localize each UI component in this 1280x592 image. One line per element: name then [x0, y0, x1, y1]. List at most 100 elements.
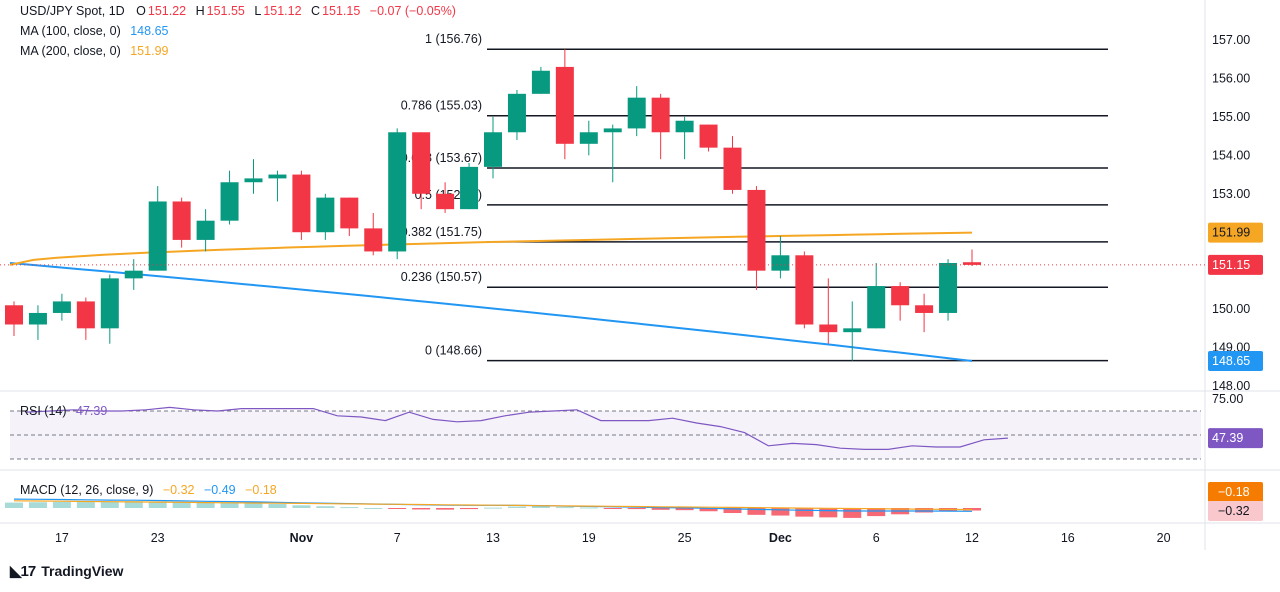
macd-histogram-bar [795, 508, 814, 517]
macd-histogram-bar [292, 505, 311, 508]
macd-histogram-bar [819, 508, 838, 518]
candle-body [579, 132, 598, 144]
candle-body [460, 166, 479, 210]
macd-histogram-bar [484, 507, 502, 509]
macd-histogram-bar [124, 501, 143, 508]
time-tick-label: 13 [486, 531, 500, 545]
candle-body [651, 97, 670, 133]
candle-body [340, 197, 359, 229]
time-tick-label: 6 [873, 531, 880, 545]
tradingview-logo-icon: ◣17 [10, 563, 36, 580]
candle-body [316, 197, 335, 233]
rsi-line [25, 406, 1008, 450]
macd-histogram-bar [5, 502, 23, 508]
macd-histogram-bar [220, 502, 239, 508]
macd-signal-badge-label: −0.18 [1218, 485, 1250, 499]
macd-histogram-bar [603, 508, 622, 509]
price-tick-label: 156.00 [1212, 71, 1250, 85]
fib-level-label: 0.382 (151.75) [401, 225, 482, 239]
price-tick-label: 155.00 [1212, 110, 1250, 124]
ma100-label: MA (100, close, 0) [20, 24, 121, 38]
candle-body [28, 312, 47, 325]
macd-histogram-bar [723, 508, 742, 514]
macd-histogram-bar [388, 508, 407, 509]
macd-histogram-bar [579, 507, 598, 509]
macd-histogram-bar [340, 507, 359, 509]
macd-legend: MACD (12, 26, close, 9) −0.32 −0.49 −0.1… [20, 483, 279, 497]
price-tick-label: 148.00 [1212, 379, 1250, 393]
price-tick-label: 154.00 [1212, 148, 1250, 162]
macd-histogram-bar [148, 501, 167, 508]
rsi-value: 47.39 [76, 404, 108, 418]
price-badge-label: 151.15 [1212, 258, 1250, 272]
macd-value-1: −0.32 [162, 483, 195, 497]
macd-histogram-bar [172, 502, 191, 508]
macd-histogram-bar [771, 508, 790, 516]
ma100-value: 148.65 [130, 24, 169, 38]
candle-body [795, 255, 814, 325]
rsi-legend: RSI (14) 47.39 [20, 404, 109, 418]
candle-body [220, 182, 239, 221]
macd-histogram-bar [460, 508, 479, 510]
macd-histogram-bar [244, 503, 263, 508]
macd-histogram-bar [627, 508, 646, 510]
candle-body [771, 255, 790, 271]
macd-signal-line [13, 500, 973, 511]
high-value: 151.55 [206, 4, 245, 18]
close-value: 151.15 [322, 4, 361, 18]
ma100-legend: MA (100, close, 0) 148.65 [20, 24, 170, 38]
macd-histogram-bar [364, 508, 383, 509]
candle-body [172, 201, 191, 240]
time-tick-label: 16 [1061, 531, 1075, 545]
candle-body [699, 124, 718, 148]
candle-body [843, 328, 862, 333]
price-badge-label: 148.65 [1212, 354, 1250, 368]
macd-histogram-bar [867, 508, 886, 517]
macd-line-badge [1208, 501, 1263, 521]
candle-body [244, 178, 263, 183]
macd-histogram-bar [915, 508, 934, 513]
candle-body [484, 132, 502, 167]
candle-body [52, 301, 71, 313]
candle-body [939, 262, 958, 313]
candle-body [891, 286, 910, 306]
price-badge [1208, 254, 1263, 275]
macd-histogram-bar [52, 501, 71, 508]
high-label: H [195, 4, 205, 18]
candle-body [76, 301, 95, 329]
candle-body [436, 193, 455, 210]
macd-histogram-bar [651, 508, 670, 510]
price-tick-label: 150.00 [1212, 302, 1250, 316]
candle-body [603, 128, 622, 133]
ma100-line [9, 262, 973, 362]
candle-body [507, 93, 526, 133]
candle-body [555, 66, 574, 144]
fib-level-label: 0.236 (150.57) [401, 270, 482, 284]
open-label: O [136, 4, 146, 18]
rsi-label: RSI (14) [20, 404, 67, 418]
candle-body [531, 70, 550, 94]
ma200-line [9, 231, 973, 266]
macd-histogram-bar [316, 506, 335, 508]
candle-body [412, 132, 431, 194]
price-badge-label: 151.99 [1212, 226, 1250, 240]
candle-body [867, 286, 886, 329]
candle-body [819, 324, 838, 333]
macd-signal-badge [1208, 482, 1263, 502]
price-badge [1208, 222, 1263, 243]
macd-histogram-bar [747, 508, 766, 515]
rsi-badge-label: 47.39 [1212, 431, 1243, 445]
candle-body [723, 147, 742, 190]
price-tick-label: 153.00 [1212, 187, 1250, 201]
candle-body [627, 97, 646, 129]
close-label: C [311, 4, 321, 18]
candle-body [148, 201, 167, 271]
tradingview-footer[interactable]: ◣17 TradingView [10, 562, 123, 580]
candle-body [963, 262, 981, 265]
macd-histogram-bar [268, 504, 287, 508]
macd-histogram-bar [699, 508, 718, 512]
ma200-legend: MA (200, close, 0) 151.99 [20, 44, 170, 58]
symbol-title: USD/JPY Spot, 1D [20, 4, 125, 18]
candle-body [388, 132, 407, 252]
